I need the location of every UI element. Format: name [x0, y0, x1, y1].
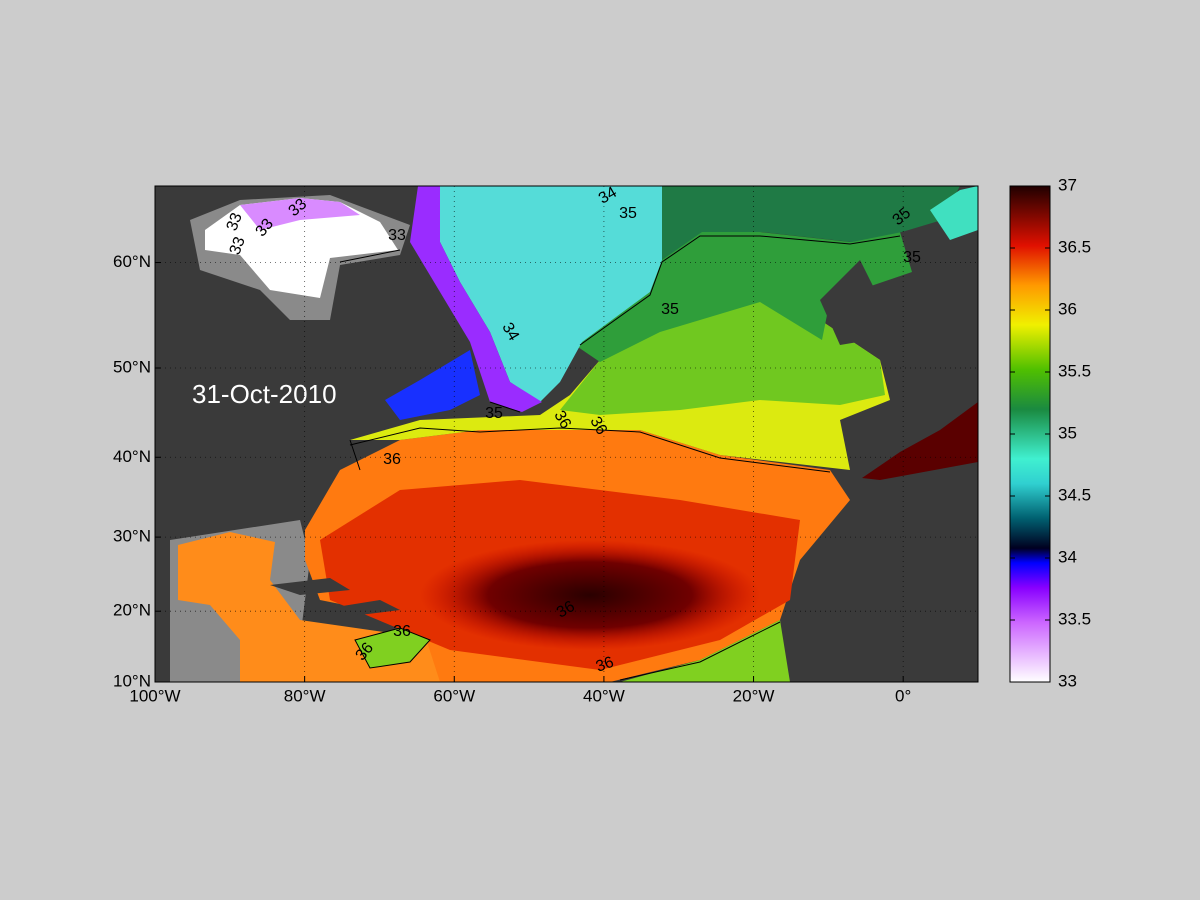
- colorbar-tick-label: 36.5: [1058, 237, 1091, 256]
- colorbar: [1009, 185, 1051, 683]
- map-field: [155, 186, 978, 682]
- contour-label: 35: [619, 205, 637, 222]
- contour-label: 35: [661, 301, 679, 318]
- colorbar-tick-label: 36: [1058, 299, 1077, 318]
- y-tick-label: 60°N: [113, 252, 151, 271]
- contour-label: 36: [554, 598, 578, 622]
- colorbar-tick-label: 34: [1058, 547, 1077, 566]
- colorbar-tick-label: 33: [1058, 671, 1077, 690]
- colorbar-tick-label: 35: [1058, 423, 1077, 442]
- colorbar-tick-label: 33.5: [1058, 609, 1091, 628]
- date-label: 31-Oct-2010: [192, 379, 337, 409]
- map-frame: [154, 185, 979, 683]
- x-tick-label: 100°W: [129, 686, 180, 705]
- contour-label: 36: [594, 654, 617, 676]
- contour-label: 36: [393, 623, 411, 640]
- x-tick-label: 0°: [895, 686, 911, 705]
- y-tick-label: 20°N: [113, 601, 151, 620]
- y-tick-label: 40°N: [113, 447, 151, 466]
- contour-label: 36: [383, 451, 401, 468]
- colorbar-tick-label: 37: [1058, 175, 1077, 194]
- x-tick-label: 20°W: [733, 686, 775, 705]
- y-tick-label: 50°N: [113, 357, 151, 376]
- contour-label: 35: [485, 405, 503, 422]
- x-tick-label: 40°W: [583, 686, 625, 705]
- x-tick-label: 60°W: [433, 686, 475, 705]
- contour-label: 33: [388, 227, 406, 244]
- contour-label: 34: [596, 184, 620, 208]
- y-tick-label: 10°N: [113, 671, 151, 690]
- colorbar-tick-label: 35.5: [1058, 361, 1091, 380]
- contour-label: 36: [586, 414, 610, 438]
- colorbar-tick-label: 34.5: [1058, 485, 1091, 504]
- contour-label: 35: [903, 249, 921, 266]
- contour-label: 36: [550, 408, 574, 432]
- contour-label: 33: [224, 211, 246, 234]
- y-tick-label: 30°N: [113, 527, 151, 546]
- x-tick-label: 80°W: [284, 686, 326, 705]
- contour-label: 34: [498, 320, 522, 344]
- contour-label: 33: [227, 235, 249, 258]
